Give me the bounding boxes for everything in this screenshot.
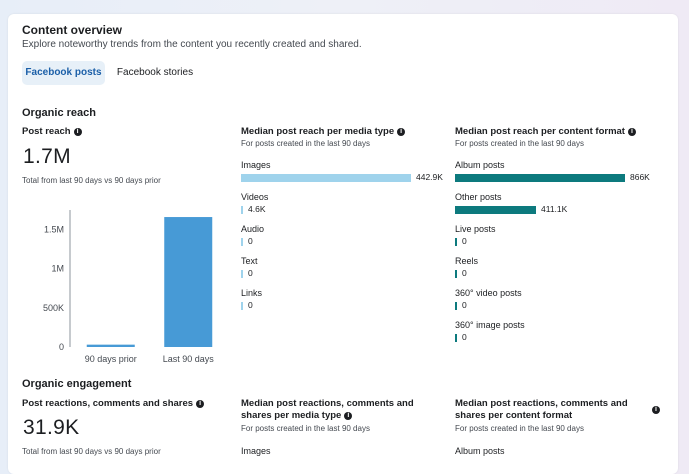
page-subtitle: Explore noteworthy trends from the conte… [22,39,362,50]
metric-bar [455,206,536,214]
x-tick-label: 90 days prior [85,354,137,364]
metric-value: 0 [248,300,253,310]
info-icon[interactable]: i [397,128,406,136]
x-tick-label: Last 90 days [163,354,215,364]
engagement-media-type-title: Median post reactions, comments and shar… [241,398,414,421]
engagement-media-first-item: Images [241,446,271,456]
content-format-title: Median post reach per content format i [455,126,636,137]
media-type-subtitle: For posts created in the last 90 days [241,139,370,148]
chart-bar[interactable] [164,217,213,347]
engagement-content-format-subtitle: For posts created in the last 90 days [455,424,584,433]
metric-value: 0 [462,332,467,342]
metric-bar [241,302,243,310]
metric-value: 866K [630,172,650,182]
metric-label: Album posts [455,160,505,170]
metric-label: Images [241,160,271,170]
metric-label: Live posts [455,224,496,234]
metric-bar [455,302,457,310]
info-icon[interactable]: i [73,128,82,136]
metric-label: Videos [241,192,269,202]
metric-value: 411.1K [541,204,568,214]
metric-bar [455,334,457,342]
y-tick-label: 1.5M [44,225,64,235]
tab-facebook-posts[interactable]: Facebook posts [22,61,105,85]
metric-bar [241,206,243,214]
content-format-list: Album posts 866K Other posts 411.1K Live pos… [455,160,670,370]
info-icon[interactable]: i [344,412,353,420]
reactions-label: Post reactions, comments and shares i [22,398,205,409]
metric-bar [455,174,625,182]
chart-bar[interactable] [86,344,135,347]
metric-value: 0 [462,300,467,310]
post-reach-value: 1.7M [23,145,71,168]
post-reach-label: Post reach i [22,126,82,137]
reactions-value: 31.9K [23,416,80,439]
post-reach-note: Total from last 90 days vs 90 days prior [22,176,161,185]
engagement-media-type-subtitle: For posts created in the last 90 days [241,424,370,433]
metric-value: 0 [248,236,253,246]
media-type-list: Images 442.9K Videos 4.6K Audio 0 Text 0 Links 0 [241,160,451,350]
metric-value: 4.6K [248,204,266,214]
metric-bar [241,174,411,182]
content-format-subtitle: For posts created in the last 90 days [455,139,584,148]
metric-value: 0 [462,236,467,246]
metric-bar [455,238,457,246]
metric-label: Reels [455,256,479,266]
y-tick-label: 500K [43,303,64,313]
reactions-note: Total from last 90 days vs 90 days prior [22,447,161,456]
metric-label: Other posts [455,192,502,202]
metric-value: 0 [248,268,253,278]
content-overview-card: Content overview Explore noteworthy tren… [8,14,678,474]
tab-facebook-stories[interactable]: Facebook stories [116,67,194,78]
media-type-title: Median post reach per media type i [241,126,406,137]
metric-label: Text [241,256,258,266]
engagement-content-format-title: Median post reactions, comments and shar… [455,398,628,421]
page-title: Content overview [22,23,123,37]
organic-engagement-heading: Organic engagement [22,378,132,390]
post-reach-chart: 0 500K 1M 1.5M 90 days prior Last 90 days [43,210,215,364]
metric-label: 360° video posts [455,288,522,298]
metric-value: 442.9K [416,172,443,182]
metric-label: Audio [241,224,265,234]
engagement-format-first-item: Album posts [455,446,505,456]
y-tick-label: 0 [59,342,64,352]
info-icon[interactable]: i [196,400,205,408]
metric-bar [241,238,243,246]
metric-value: 0 [462,268,467,278]
info-icon[interactable]: i [652,406,660,414]
metric-label: 360° image posts [455,320,525,330]
organic-reach-heading: Organic reach [22,107,96,119]
metric-bar [455,270,457,278]
metric-bar [241,270,243,278]
y-tick-label: 1M [51,264,64,274]
metric-label: Links [241,288,263,298]
info-icon[interactable]: i [627,128,636,136]
